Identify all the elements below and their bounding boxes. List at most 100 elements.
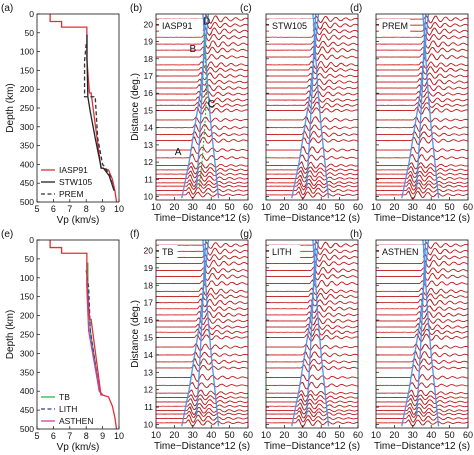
observed-trace	[266, 414, 358, 423]
observed-trace	[266, 381, 358, 390]
x-tick-label: 60	[243, 430, 253, 440]
x-tick-label: 50	[225, 430, 235, 440]
panel-label: (g)	[240, 229, 252, 240]
phase-annotations: D C B A	[175, 16, 215, 189]
model-label: ASTHEN	[379, 245, 423, 258]
observed-trace	[376, 333, 468, 343]
observed-trace	[156, 381, 248, 390]
observed-trace	[156, 131, 248, 139]
model-label-text: STW105	[272, 21, 307, 31]
velocity-line-iasp91	[49, 14, 118, 203]
panel-label: (e)	[1, 229, 13, 240]
legend-label: TB	[59, 392, 70, 402]
model-label: STW105	[269, 19, 313, 32]
x-tick-label: 60	[353, 430, 363, 440]
y-tick-label: 400	[20, 386, 34, 396]
y-tick-label: 50	[25, 28, 35, 38]
y-tick-label: 250	[20, 103, 34, 113]
x-axis-label: Time−Distance*12 (s)	[264, 213, 360, 224]
panel-label: (d)	[350, 3, 362, 14]
observed-trace	[266, 358, 358, 366]
traveltime-curve	[202, 240, 220, 427]
observed-trace	[266, 146, 358, 155]
y-axis-label: Distance (deg.)	[130, 73, 141, 141]
traces	[266, 14, 358, 199]
x-axis-label: Time−Distance*12 (s)	[154, 441, 250, 452]
y-tick-label: 500	[20, 424, 34, 434]
y-tick-label: 18	[144, 280, 154, 290]
x-axis-label: Vp (km/s)	[57, 442, 100, 453]
observed-trace	[376, 131, 468, 139]
observed-trace	[266, 107, 358, 115]
model-label-bg	[269, 19, 313, 32]
observed-trace	[376, 146, 468, 155]
traveltime-curve	[305, 14, 317, 188]
x-axis-label: Vp (km/s)	[57, 215, 100, 226]
traveltime-curve	[312, 240, 330, 427]
observed-trace	[376, 394, 468, 402]
model-label: LITH	[269, 245, 301, 258]
observed-trace	[266, 182, 358, 191]
x-tick-label: 40	[426, 202, 436, 212]
x-tick-label: 60	[353, 202, 363, 212]
observed-trace	[266, 169, 358, 179]
traveltime-curve	[415, 14, 427, 188]
observed-trace	[376, 382, 468, 389]
legend: TB LITH ASTHEN	[41, 392, 93, 426]
panel-label: (h)	[350, 229, 362, 240]
x-tick-label: 20	[279, 430, 289, 440]
model-label-text: LITH	[272, 247, 292, 257]
observed-trace	[156, 106, 248, 115]
observed-trace	[266, 393, 358, 402]
x-tick-label: 60	[463, 430, 473, 440]
observed-trace	[266, 101, 358, 110]
observed-trace	[266, 343, 358, 351]
x-tick-label: 30	[408, 202, 418, 212]
observed-trace	[156, 46, 248, 55]
synthetic-trace	[156, 187, 248, 195]
model-label-bg	[269, 245, 301, 258]
velocity-line-asthen	[86, 262, 104, 396]
observed-trace	[376, 162, 468, 170]
observed-trace	[376, 328, 468, 337]
observed-trace	[376, 123, 468, 133]
panel-f: 10 20 30 40 50 601011121314151617181920Time−D…	[130, 229, 253, 452]
observed-trace	[376, 402, 468, 411]
panel-label: (c)	[240, 3, 252, 14]
observed-trace	[156, 402, 248, 411]
y-tick-label: 16	[144, 315, 154, 325]
y-tick-label: 150	[20, 65, 34, 75]
observed-trace	[156, 182, 248, 190]
observed-trace	[156, 419, 248, 428]
observed-trace	[266, 130, 358, 139]
observed-trace	[156, 272, 248, 282]
observed-trace	[376, 178, 468, 187]
observed-trace	[376, 350, 468, 360]
y-tick-label: 16	[144, 88, 154, 98]
model-label-text: TB	[162, 247, 174, 257]
observed-trace	[376, 272, 468, 281]
traveltime-curve	[312, 14, 330, 199]
y-tick-label: 15	[144, 332, 154, 342]
x-tick-label: 30	[188, 202, 198, 212]
x-tick-label: 40	[206, 202, 216, 212]
model-label-bg	[159, 245, 178, 258]
traveltime-curve	[181, 14, 210, 199]
axes-frame	[265, 239, 359, 429]
observed-trace	[376, 65, 468, 75]
x-tick-label: 60	[243, 202, 253, 212]
y-tick-label: 14	[144, 350, 154, 360]
observed-trace	[156, 357, 248, 367]
traces	[156, 14, 248, 199]
observed-trace	[266, 279, 358, 289]
traveltime-curve	[422, 240, 440, 427]
observed-trace	[156, 66, 248, 74]
observed-trace	[266, 287, 358, 296]
legend: IASP91 STW105 PREM	[41, 165, 92, 199]
y-tick-label: 20	[144, 19, 154, 29]
x-tick-label: 10	[261, 202, 271, 212]
traveltime-curve	[422, 14, 440, 199]
